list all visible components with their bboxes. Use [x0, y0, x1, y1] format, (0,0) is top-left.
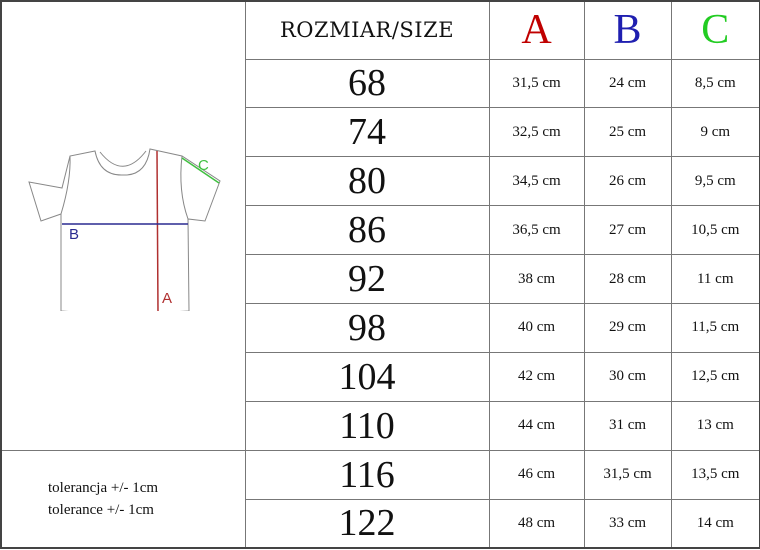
measure-c-cell: 9 cm: [670, 107, 760, 158]
measure-a-cell: 46 cm: [488, 449, 585, 500]
size-cell: 98: [244, 303, 490, 353]
measure-a-cell: 42 cm: [488, 351, 585, 402]
measure-a-cell: 38 cm: [488, 254, 585, 304]
column-header-a: A: [488, 0, 585, 60]
tolerance-pl: tolerancja +/- 1cm: [48, 479, 159, 496]
measure-b-cell: 31,5 cm: [583, 449, 672, 500]
column-header-c: C: [670, 0, 760, 60]
diagram-label-a: A: [162, 290, 172, 307]
measure-line-c: [181, 157, 220, 184]
measure-c-cell: 12,5 cm: [670, 351, 760, 402]
size-cell: 104: [244, 351, 490, 402]
measure-a-cell: 31,5 cm: [488, 58, 585, 109]
table-row: 110 44 cm 31 cm 13 cm: [1, 400, 760, 451]
tolerance-en: tolerance +/- 1cm: [48, 501, 154, 518]
measure-c-cell: 10,5 cm: [670, 205, 760, 256]
tshirt-diagram: A B C: [28, 148, 221, 311]
measure-a-cell: 40 cm: [488, 303, 585, 353]
table-row: 86 36,5 cm 27 cm 10,5 cm: [1, 205, 760, 256]
measure-b-cell: 33 cm: [583, 498, 672, 549]
measure-a-cell: 48 cm: [488, 498, 585, 549]
table-row: 80 34,5 cm 26 cm 9,5 cm: [1, 156, 760, 207]
diagram-label-c: C: [198, 157, 209, 174]
column-header-b: B: [583, 0, 672, 60]
tshirt-diagram-cell: A B C: [0, 0, 246, 451]
size-cell: 110: [244, 400, 490, 451]
table-row: 68 31,5 cm 24 cm 8,5 cm: [1, 58, 760, 109]
measure-b-cell: 29 cm: [583, 303, 672, 353]
measure-b-cell: 28 cm: [583, 254, 672, 304]
size-cell: 116: [244, 449, 490, 500]
measure-b-cell: 26 cm: [583, 156, 672, 207]
measure-b-cell: 27 cm: [583, 205, 672, 256]
table-row: 74 32,5 cm 25 cm 9 cm: [1, 107, 760, 158]
size-cell: 122: [244, 498, 490, 549]
size-cell: 86: [244, 205, 490, 256]
table-row: 104 42 cm 30 cm 12,5 cm: [1, 351, 760, 402]
measure-a-cell: 44 cm: [488, 400, 585, 451]
table-row: tolerancja +/- 1cm tolerance +/- 1cm 116 46…: [0, 449, 760, 549]
size-cell: 92: [244, 254, 490, 304]
measure-c-cell: 9,5 cm: [670, 156, 760, 207]
size-cell: 80: [244, 156, 490, 207]
measure-c-cell: 13,5 cm: [670, 449, 760, 500]
measure-b-cell: 30 cm: [583, 351, 672, 402]
measure-c-cell: 13 cm: [670, 400, 760, 451]
measure-c-cell: 11,5 cm: [670, 303, 760, 353]
measure-line-a: [156, 150, 159, 311]
measure-c-cell: 11 cm: [670, 254, 760, 304]
measure-b-cell: 25 cm: [583, 107, 672, 158]
measure-b-cell: 31 cm: [583, 400, 672, 451]
measure-b-cell: 24 cm: [583, 58, 672, 109]
diagram-label-b: B: [69, 226, 79, 243]
size-cell: 68: [244, 58, 490, 109]
measure-c-cell: 14 cm: [670, 498, 760, 549]
size-cell: 74: [244, 107, 490, 158]
measure-c-cell: 8,5 cm: [670, 58, 760, 109]
size-column-header: ROZMIAR/SIZE: [244, 0, 490, 60]
measure-a-cell: 34,5 cm: [488, 156, 585, 207]
measure-a-cell: 36,5 cm: [488, 205, 585, 256]
measure-a-cell: 32,5 cm: [488, 107, 585, 158]
header-row: A B C ROZMIAR/SIZE A B C: [0, 0, 760, 451]
tolerance-cell: tolerancja +/- 1cm tolerance +/- 1cm: [0, 449, 246, 549]
